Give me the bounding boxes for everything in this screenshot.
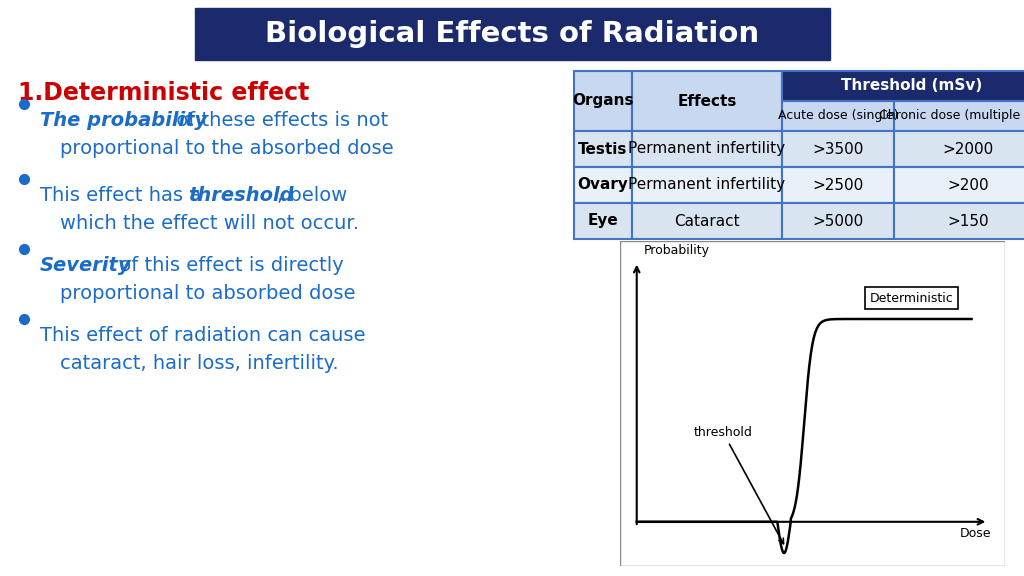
- Text: >150: >150: [947, 214, 989, 229]
- Text: This effect has a: This effect has a: [40, 186, 208, 205]
- Bar: [574, 131, 632, 167]
- Text: threshold: threshold: [693, 426, 783, 544]
- Bar: [782, 101, 894, 131]
- Bar: [620, 241, 1005, 566]
- Text: This effect of radiation can cause: This effect of radiation can cause: [40, 326, 366, 345]
- Text: cataract, hair loss, infertility.: cataract, hair loss, infertility.: [60, 354, 339, 373]
- Bar: [782, 203, 894, 239]
- Bar: [632, 203, 782, 239]
- Bar: [894, 131, 1024, 167]
- Text: >5000: >5000: [812, 214, 863, 229]
- Text: Permanent infertility: Permanent infertility: [629, 142, 785, 157]
- Text: proportional to absorbed dose: proportional to absorbed dose: [60, 284, 355, 303]
- Text: which the effect will not occur.: which the effect will not occur.: [60, 214, 359, 233]
- Text: Organs: Organs: [572, 93, 634, 108]
- Bar: [894, 167, 1024, 203]
- Text: >200: >200: [947, 177, 989, 192]
- Bar: [894, 203, 1024, 239]
- Text: , below: , below: [278, 186, 347, 205]
- Text: >3500: >3500: [812, 142, 863, 157]
- Bar: [782, 71, 1024, 101]
- Text: of these effects is not: of these effects is not: [170, 111, 388, 130]
- Text: 1.Deterministic effect: 1.Deterministic effect: [18, 81, 309, 105]
- Bar: [195, 8, 830, 60]
- Bar: [574, 167, 632, 203]
- Text: Dose: Dose: [961, 527, 991, 540]
- Text: Threshold (mSv): Threshold (mSv): [842, 78, 983, 93]
- Bar: [574, 203, 632, 239]
- Bar: [782, 131, 894, 167]
- Text: Ovary: Ovary: [578, 177, 629, 192]
- Text: Testis: Testis: [579, 142, 628, 157]
- Bar: [894, 101, 1024, 131]
- Text: Deterministic: Deterministic: [869, 291, 953, 305]
- Text: threshold: threshold: [188, 186, 294, 205]
- Text: of this effect is directly: of this effect is directly: [113, 256, 344, 275]
- Bar: [574, 71, 632, 131]
- Text: Severity: Severity: [40, 256, 132, 275]
- Text: Biological Effects of Radiation: Biological Effects of Radiation: [265, 20, 759, 48]
- Bar: [632, 131, 782, 167]
- Text: Acute dose (single): Acute dose (single): [778, 109, 898, 123]
- Bar: [632, 71, 782, 131]
- Text: >2000: >2000: [942, 142, 993, 157]
- Text: Eye: Eye: [588, 214, 618, 229]
- Text: >2500: >2500: [812, 177, 863, 192]
- Text: The probability: The probability: [40, 111, 207, 130]
- Bar: [782, 167, 894, 203]
- Text: proportional to the absorbed dose: proportional to the absorbed dose: [60, 139, 393, 158]
- Bar: [632, 167, 782, 203]
- Text: Probability: Probability: [643, 244, 710, 256]
- Text: Permanent infertility: Permanent infertility: [629, 177, 785, 192]
- Text: Effects: Effects: [677, 93, 736, 108]
- Text: Cataract: Cataract: [674, 214, 739, 229]
- Text: Chronic dose (multiple /year: Chronic dose (multiple /year: [880, 109, 1024, 123]
